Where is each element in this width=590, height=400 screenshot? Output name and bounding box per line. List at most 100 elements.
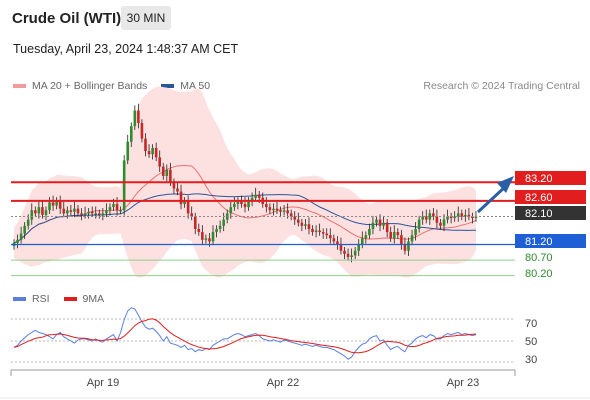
level-s3-text: 80.20	[525, 268, 553, 280]
candle	[37, 201, 41, 219]
rsi-tick-50: 50	[525, 336, 537, 348]
candle	[133, 105, 137, 130]
candle	[62, 201, 66, 218]
candle	[222, 212, 225, 232]
rsi-ma-line	[13, 318, 477, 354]
candle	[282, 204, 286, 216]
datetime-label: Tuesday, April 23, 2024 1:48:37 AM CET	[13, 42, 239, 56]
candle	[44, 206, 48, 221]
ma50-line	[13, 193, 477, 244]
candle	[19, 226, 23, 244]
level-current-text: 82.10	[525, 208, 553, 220]
candle	[417, 215, 421, 233]
rsi-legend: RSI 9MA	[13, 293, 118, 305]
candle	[161, 162, 165, 180]
candle	[243, 197, 247, 213]
candle	[442, 214, 446, 232]
candle	[73, 201, 76, 218]
candle	[126, 134, 130, 165]
candle	[410, 229, 414, 246]
x-label-apr23: Apr 23	[447, 377, 479, 389]
candle	[154, 142, 158, 162]
candle	[236, 197, 240, 210]
timeframe-button[interactable]: 30 MIN	[121, 6, 171, 30]
candle	[460, 209, 464, 221]
candle	[421, 211, 424, 225]
candle	[190, 206, 193, 221]
candle	[289, 209, 293, 221]
candle	[272, 203, 275, 216]
rsi-ma-swatch	[63, 297, 77, 301]
candle	[165, 164, 169, 182]
legend-ma50: MA 50	[161, 80, 210, 92]
candle	[439, 218, 442, 230]
title-bar: Crude Oil (WTI) 30 MIN	[0, 0, 590, 36]
candle	[307, 217, 311, 235]
candle	[318, 223, 321, 236]
level-r2-text: 83.20	[525, 173, 553, 185]
candle	[215, 225, 218, 238]
rsi-swatch	[13, 297, 26, 301]
candle	[414, 222, 417, 241]
forecast-arrow-icon	[476, 176, 514, 214]
level-r1-box	[515, 190, 586, 204]
legend-rsi-ma: 9MA	[63, 293, 105, 305]
candle	[432, 208, 435, 221]
candle	[30, 203, 34, 225]
candle	[407, 237, 410, 257]
candle	[279, 206, 282, 218]
ma50-swatch	[161, 84, 175, 88]
candle	[58, 195, 62, 214]
rsi-lines	[13, 307, 477, 360]
candle	[325, 228, 329, 239]
candle	[129, 122, 133, 148]
candle	[360, 231, 364, 249]
candle	[250, 192, 254, 207]
x-label-apr22: Apr 22	[267, 377, 299, 389]
candle	[346, 248, 350, 261]
candle	[83, 206, 87, 219]
level-label-r2: 83.20	[515, 171, 586, 185]
candle	[55, 197, 58, 210]
candle	[265, 197, 268, 213]
candle	[229, 201, 233, 219]
candle	[378, 214, 382, 232]
candle	[247, 197, 250, 211]
candle	[16, 234, 19, 249]
candle	[389, 226, 393, 243]
candle	[368, 223, 371, 239]
candle	[122, 155, 126, 216]
candle	[424, 209, 428, 224]
candle	[137, 103, 140, 129]
candle	[385, 218, 389, 238]
candle	[186, 195, 190, 219]
candle	[268, 203, 272, 214]
candle	[328, 228, 332, 244]
candle	[353, 247, 357, 260]
level-current-box	[515, 206, 586, 220]
candle	[211, 225, 215, 246]
candle	[90, 206, 94, 218]
candle	[41, 200, 44, 219]
candle	[396, 228, 400, 239]
rsi-tick-30: 30	[525, 354, 537, 366]
candle	[321, 228, 325, 239]
copyright-label: Research © 2024 Trading Central	[423, 80, 580, 92]
candle	[23, 222, 26, 239]
candle	[105, 203, 108, 218]
candle	[375, 215, 378, 227]
rsi-label: RSI	[32, 293, 50, 305]
candle	[339, 237, 343, 255]
candle	[456, 206, 460, 222]
candle	[435, 209, 439, 228]
candle	[101, 208, 105, 221]
candle	[332, 234, 336, 246]
candle	[300, 218, 304, 232]
candle	[183, 197, 186, 208]
candle	[69, 204, 73, 216]
candle	[218, 220, 222, 233]
candle	[172, 178, 176, 194]
rsi-line	[13, 307, 477, 360]
rsi-ma-label: 9MA	[82, 293, 105, 305]
